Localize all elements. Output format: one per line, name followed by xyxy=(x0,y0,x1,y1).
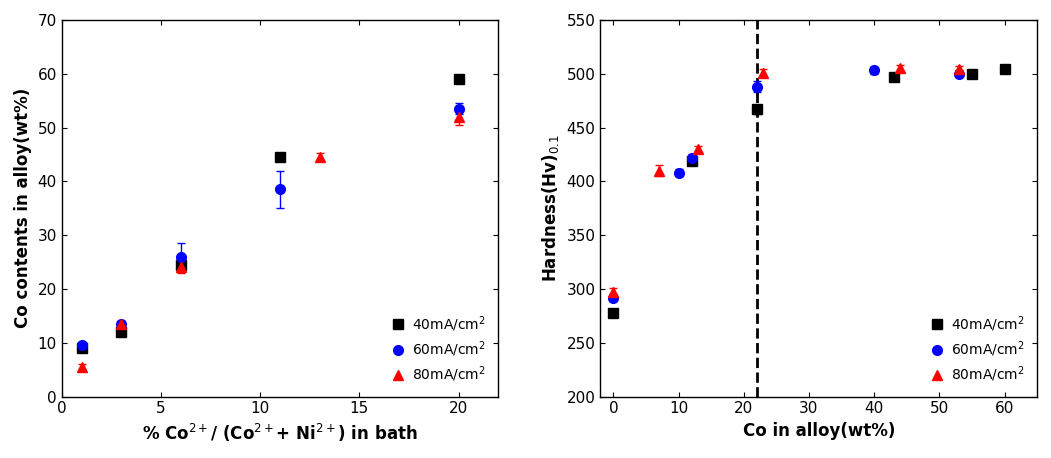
Y-axis label: Co contents in alloy(wt%): Co contents in alloy(wt%) xyxy=(14,88,32,328)
X-axis label: Co in alloy(wt%): Co in alloy(wt%) xyxy=(743,422,895,440)
Legend: 40mA/cm$^2$, 60mA/cm$^2$, 80mA/cm$^2$: 40mA/cm$^2$, 60mA/cm$^2$, 80mA/cm$^2$ xyxy=(386,309,492,390)
X-axis label: % Co$^{2+}$/ (Co$^{2+}$+ Ni$^{2+}$) in bath: % Co$^{2+}$/ (Co$^{2+}$+ Ni$^{2+}$) in b… xyxy=(142,422,418,444)
Y-axis label: Hardness(Hv)$_{0.1}$: Hardness(Hv)$_{0.1}$ xyxy=(540,134,561,282)
Legend: 40mA/cm$^2$, 60mA/cm$^2$, 80mA/cm$^2$: 40mA/cm$^2$, 60mA/cm$^2$, 80mA/cm$^2$ xyxy=(925,309,1030,390)
